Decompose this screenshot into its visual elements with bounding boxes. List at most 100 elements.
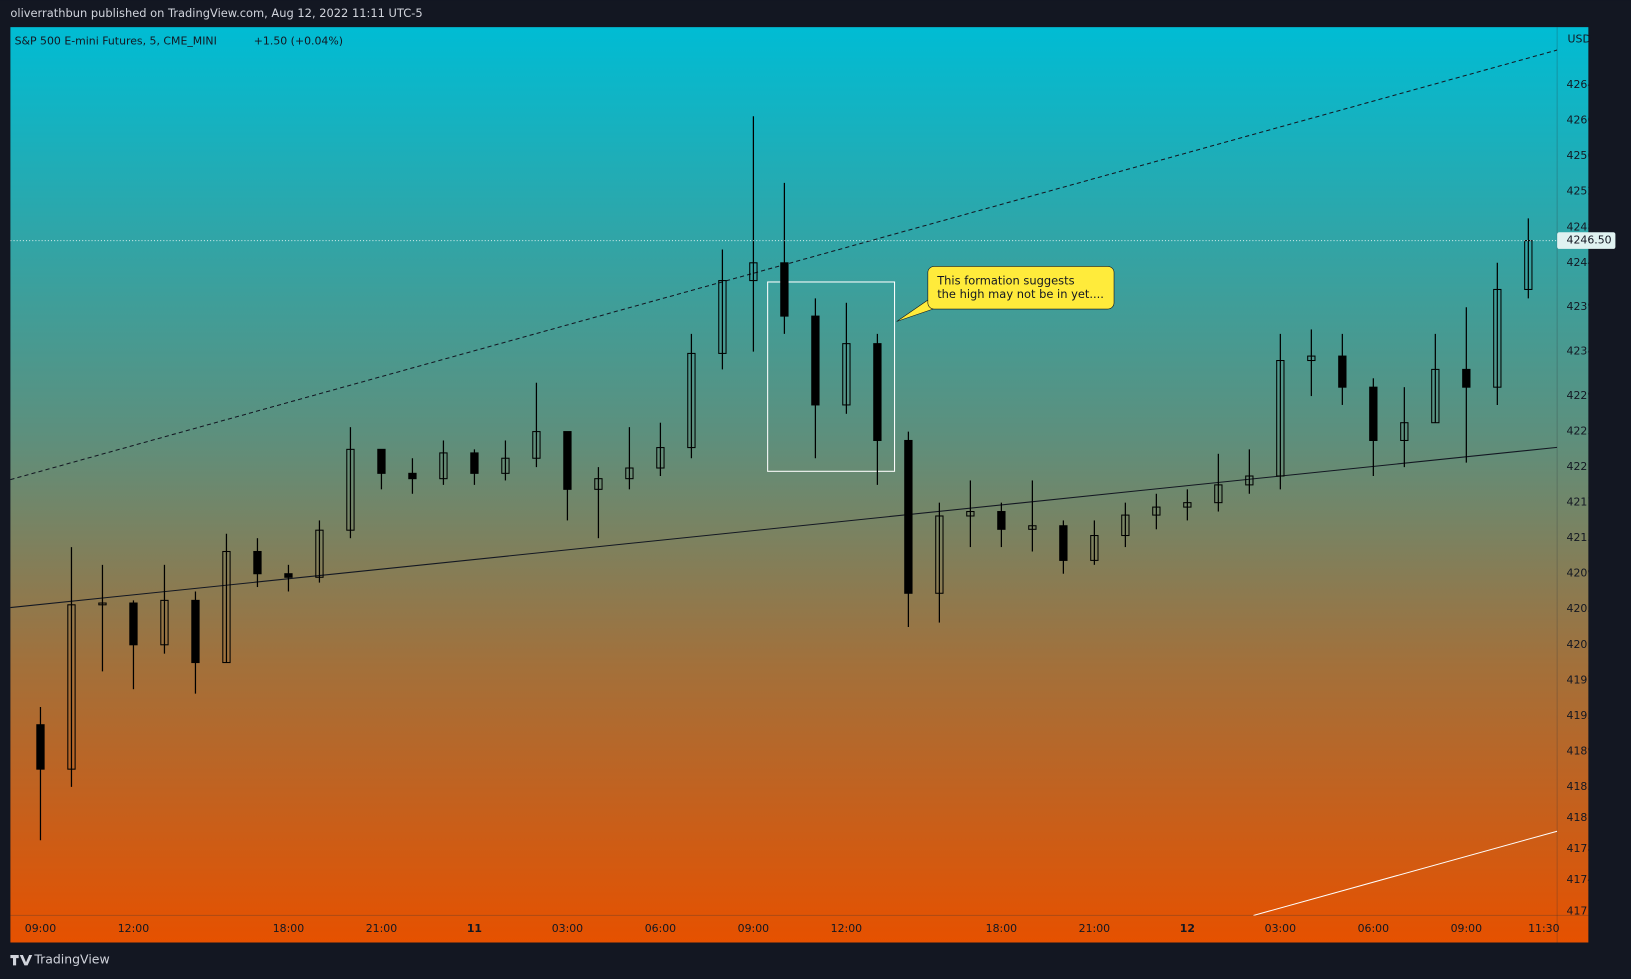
logo-mark [10,954,33,966]
candle-body [160,599,169,646]
candle-body [1431,368,1440,424]
candle-body [1090,535,1099,561]
x-tick-label: 09:00 [25,922,56,935]
candle-body [873,343,882,441]
y-tick-label: 4213.00 [1567,531,1612,544]
y-tick-label: 4244.00 [1567,256,1612,269]
candle-body [1338,355,1347,388]
candle-body [1276,360,1285,477]
x-tick-label: 06:00 [645,922,676,935]
candle-body [966,511,975,517]
y-tick-label: 4248.00 [1567,220,1612,233]
footer-brand: TradingView [33,952,109,967]
x-tick-label: 12 [1180,922,1195,935]
y-tick-label: 4225.00 [1567,425,1612,438]
symbol-title: S&P 500 E-mini Futures, 5, CME_MINI [15,35,217,48]
x-tick-label: 09:00 [1451,922,1482,935]
candle-body [1214,484,1223,504]
candle-body [439,452,448,480]
y-tick-label: 4256.00 [1567,149,1612,162]
y-tick-label: 4205.00 [1567,602,1612,615]
candle-body [36,724,45,770]
y-tick-label: 4239.00 [1567,300,1612,313]
candle-body [656,447,665,469]
callout-box [927,266,1115,310]
candle-body [315,529,324,578]
x-tick-label: 03:00 [1265,922,1296,935]
y-tick-label: 4221.00 [1567,460,1612,473]
candle-body [1121,514,1130,537]
y-tick-label: 4197.00 [1567,673,1612,686]
candle-body [625,467,634,480]
candle-body [718,280,727,354]
y-tick-label: 4229.00 [1567,389,1612,402]
trendline-lower [10,446,1558,609]
candle-body [98,602,107,606]
candle-body [1307,355,1316,362]
last-price-tag [1557,232,1616,249]
candle-body [935,515,944,594]
y-tick-label: 4201.00 [1567,638,1612,651]
currency: USD [1568,33,1591,46]
candle-body [749,262,758,282]
candle-body [1400,422,1409,441]
axes: 4171.00 4174.50 4178.00 4181.50 4185.00 4189.… [25,78,1612,935]
candle-body [1462,368,1471,388]
y-tick-label: 4217.00 [1567,496,1612,509]
header-text: oliverrathbun published on TradingView.c… [10,6,422,20]
x-tick-label: 12:00 [118,922,149,935]
candle-body [408,472,417,480]
candle-body [532,431,541,459]
candle-body [222,550,231,664]
x-tick-label: 09:00 [738,922,769,935]
candle-body [997,511,1006,530]
candle-body [1183,502,1192,508]
candle-body [129,602,138,646]
chart-pane [10,27,1589,943]
candle-body [842,343,851,406]
x-tick-label: 11 [467,922,482,935]
x-tick-label: 18:00 [273,922,304,935]
price-change: +1.50 (+0.04%) [254,35,343,48]
candle-body [904,439,913,594]
candle-body [346,448,355,531]
y-tick-label: 4209.00 [1567,567,1612,580]
candle-body [501,457,510,474]
y-tick-label: 4181.50 [1567,811,1612,824]
candle-body [67,604,76,770]
candle-body [687,352,696,449]
candle-body [284,573,293,578]
candle-body [377,448,386,474]
candle-body [191,599,200,664]
x-tick-label: 21:00 [366,922,397,935]
candle-body [811,315,820,406]
x-tick-label: 06:00 [1358,922,1389,935]
x-tick-label: 11:30 [1528,922,1559,935]
trendline-white [1253,830,1558,916]
y-tick-label: 4185.00 [1567,780,1612,793]
formation-box [767,281,896,472]
x-tick-label: 12:00 [831,922,862,935]
y-tick-label: 4193.00 [1567,709,1612,722]
candle-body [1152,506,1161,516]
x-tick-label: 03:00 [552,922,583,935]
y-tick-label: 4252.00 [1567,185,1612,198]
candle-body [1245,475,1254,486]
candle-body [1493,288,1502,388]
y-tick-label: 4260.00 [1567,114,1612,127]
candle-body [563,431,572,490]
plot: This formation suggests the high may not… [10,49,1558,916]
candle-body [1028,525,1037,530]
candle-body [1059,525,1068,561]
candle-body [470,452,479,474]
candle-body [253,550,262,575]
last-price-label: 4246.50 [1567,234,1612,247]
footer-logo: TradingView [10,952,110,967]
x-tick-label: 18:00 [986,922,1017,935]
candle-body [1369,386,1378,441]
y-tick-label: 4234.00 [1567,345,1612,358]
candle-body [594,478,603,490]
y-tick-label: 4264.00 [1567,78,1612,91]
